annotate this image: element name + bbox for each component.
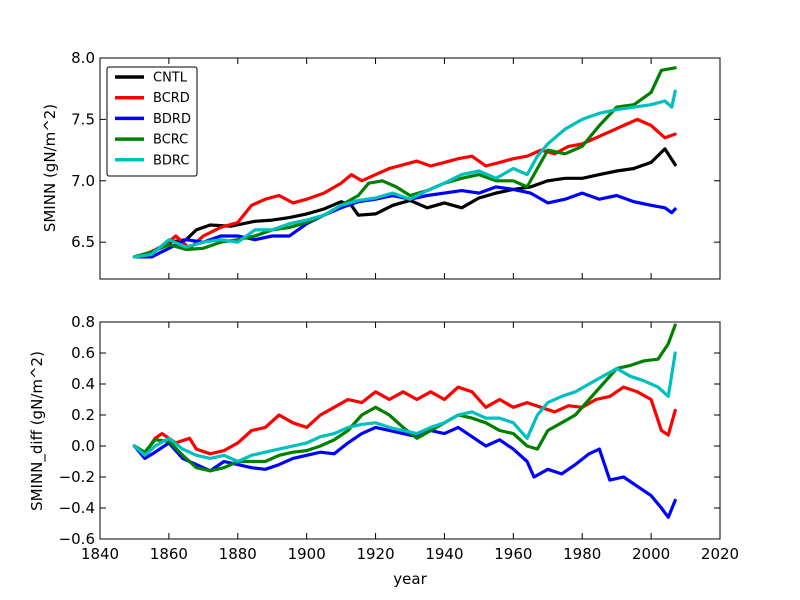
- bottom-x-ticks: 1840 1860 1880 1900 1920 1940 1960 1980 2000 2020: [81, 322, 739, 563]
- bottom-y-tick-label: 0.8: [71, 313, 95, 331]
- top-y-tick-label: 7.0: [71, 172, 95, 190]
- bottom-y-tick-label: −0.4: [59, 499, 95, 517]
- top-y-tick-label: 7.5: [71, 110, 95, 128]
- bottom-y-tick-label: −0.6: [59, 530, 95, 548]
- x-tick-label: 2000: [632, 545, 670, 563]
- legend-item-bcrd: BCRD: [115, 91, 190, 106]
- bottom-y-tick-label: −0.2: [59, 468, 95, 486]
- top-series-lines: [132, 66, 677, 259]
- legend-item-bdrc: BDRC: [115, 153, 189, 168]
- legend-label: BCRD: [153, 91, 190, 106]
- top-y-axis-label: SMINN (gN/m^2): [41, 104, 59, 232]
- legend: CNTL BCRD BDRD BCRC BDRC: [106, 66, 198, 177]
- legend-box: [106, 66, 198, 177]
- x-tick-label: 1960: [494, 545, 532, 563]
- legend-item-bdrd: BDRD: [115, 112, 191, 127]
- x-tick-label: 1900: [288, 545, 326, 563]
- top-series-bdrc: [132, 89, 677, 259]
- legend-label: CNTL: [153, 71, 188, 86]
- x-tick-label: 1860: [150, 545, 188, 563]
- legend-label: BDRC: [153, 153, 189, 168]
- bottom-y-axis-label: SMINN_diff (gN/m^2): [28, 351, 47, 511]
- bottom-series-bcrd: [132, 385, 677, 456]
- x-tick-label: 1980: [563, 545, 601, 563]
- bottom-plot-frame: [99, 321, 721, 540]
- legend-item-cntl: CNTL: [115, 71, 188, 86]
- top-plot-frame: [99, 57, 721, 280]
- legend-item-bcrc: BCRC: [115, 133, 188, 148]
- bottom-series-lines: [132, 323, 677, 519]
- top-x-ticks: [99, 58, 721, 279]
- top-y-tick-label: 6.5: [71, 233, 95, 251]
- bottom-y-tick-label: 0.2: [71, 406, 95, 424]
- x-tick-label: 1940: [425, 545, 463, 563]
- bottom-chart: −0.6 −0.4 −0.2 0.0 0.2 0.4 0.6 0.8 1840 1860 1880…: [28, 313, 739, 588]
- bottom-y-tick-label: 0.0: [71, 437, 95, 455]
- bottom-y-tick-label: 0.4: [71, 375, 95, 393]
- x-axis-label: year: [393, 570, 427, 588]
- x-tick-label: 2020: [701, 545, 739, 563]
- x-tick-label: 1920: [356, 545, 394, 563]
- legend-label: BCRC: [153, 133, 188, 148]
- top-series-cntl: [132, 147, 677, 259]
- legend-items: CNTL BCRD BDRD BCRC BDRC: [115, 71, 191, 168]
- top-y-tick-label: 8.0: [71, 49, 95, 67]
- bottom-y-tick-label: 0.6: [71, 344, 95, 362]
- bottom-y-ticks: −0.6 −0.4 −0.2 0.0 0.2 0.4 0.6 0.8: [59, 313, 720, 548]
- x-tick-label: 1880: [219, 545, 257, 563]
- legend-label: BDRD: [153, 112, 191, 127]
- x-tick-label: 1840: [81, 545, 119, 563]
- top-chart: 6.5 7.0 7.5 8.0 SMINN (gN/m^2) CNTL BCRD BDRD…: [41, 49, 721, 280]
- top-series-bcrd: [132, 117, 677, 259]
- top-series-bdrd: [132, 185, 677, 259]
- bottom-series-bdrc: [132, 351, 677, 464]
- top-y-ticks: 6.5 7.0 7.5 8.0: [71, 49, 720, 251]
